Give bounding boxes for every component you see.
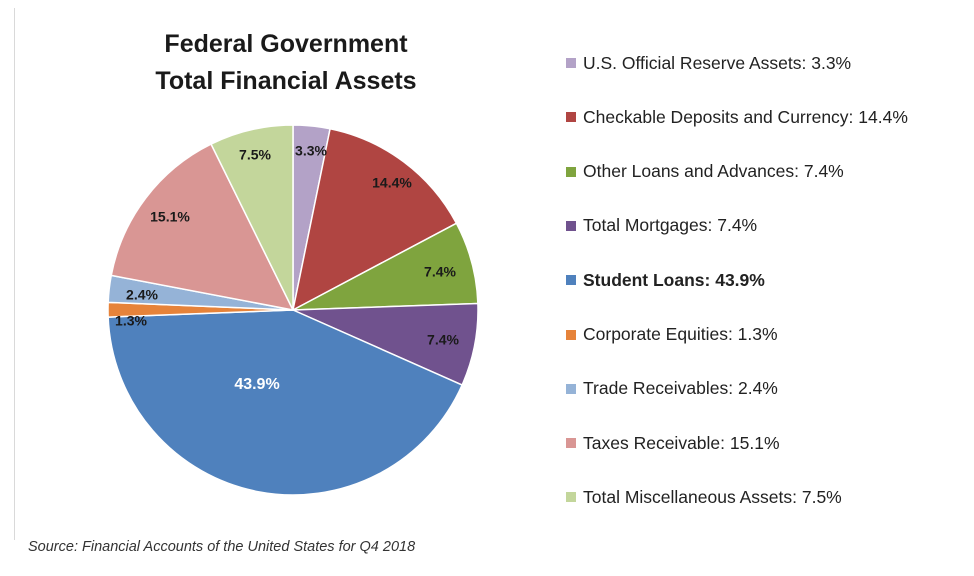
legend-swatch — [566, 329, 576, 340]
legend-swatch — [566, 58, 576, 68]
legend-item: Trade Receivables: 2.4% — [566, 376, 778, 402]
legend-label: Taxes Receivable: 15.1% — [583, 432, 780, 453]
left-border-line — [14, 8, 15, 540]
legend-label: Total Mortgages: 7.4% — [583, 215, 758, 236]
legend-label: Corporate Equities: 1.3% — [583, 324, 778, 344]
chart-title-line-2: Total Financial Assets — [155, 67, 417, 95]
legend-item: Student Loans: 43.9% — [566, 267, 765, 293]
legend-swatch — [566, 220, 576, 231]
slice-data-label: 43.9% — [234, 376, 279, 393]
legend-swatch — [566, 438, 576, 449]
slice-data-label: 7.5% — [239, 147, 271, 163]
slice-data-label: 1.3% — [115, 313, 147, 329]
legend-swatch — [566, 383, 576, 394]
legend-label: Total Miscellaneous Assets: 7.5% — [583, 486, 842, 507]
slice-data-label: 7.4% — [424, 264, 456, 280]
slice-data-label: 7.4% — [427, 332, 459, 348]
legend-swatch — [566, 112, 576, 123]
legend-swatch — [566, 492, 576, 503]
slice-data-label: 15.1% — [150, 209, 190, 225]
slice-data-label: 14.4% — [372, 175, 412, 191]
chart-title: Federal Government Total Financial Asset… — [118, 26, 454, 100]
legend-item: Corporate Equities: 1.3% — [566, 322, 778, 348]
legend-swatch — [566, 275, 576, 286]
pie-slice — [110, 143, 295, 312]
legend-item: Taxes Receivable: 15.1% — [566, 430, 780, 456]
legend-label: Other Loans and Advances: 7.4% — [583, 161, 844, 182]
source-note: Source: Financial Accounts of the United… — [28, 539, 416, 555]
legend-item: Total Mortgages: 7.4% — [566, 213, 757, 239]
legend-label: Checkable Deposits and Currency: 14.4% — [583, 106, 908, 127]
legend-label: U.S. Official Reserve Assets: 3.3% — [583, 52, 852, 73]
legend-item: U.S. Official Reserve Assets: 3.3% — [566, 50, 851, 76]
legend-item: Checkable Deposits and Currency: 14.4% — [566, 104, 908, 130]
legend-label: Trade Receivables: 2.4% — [583, 378, 778, 399]
legend-item: Other Loans and Advances: 7.4% — [566, 159, 844, 185]
slice-data-label: 2.4% — [126, 287, 158, 303]
legend-label: Student Loans: 43.9% — [583, 269, 765, 290]
pie-slice — [107, 309, 464, 496]
legend-item: Total Miscellaneous Assets: 7.5% — [566, 484, 842, 510]
legend-swatch — [566, 166, 576, 177]
pie-slice — [210, 124, 294, 311]
pie-slice — [291, 127, 458, 312]
slice-data-label: 3.3% — [295, 143, 327, 159]
chart-title-line-1: Federal Government — [164, 30, 408, 58]
